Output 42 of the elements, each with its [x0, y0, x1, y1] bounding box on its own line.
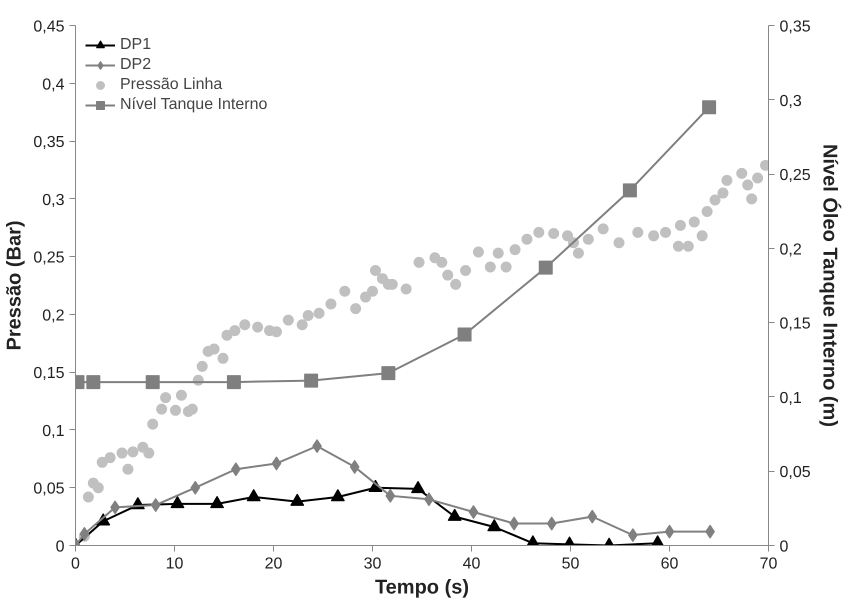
y2-axis-title: Nível Óleo Tanque Interno (m) — [818, 144, 842, 428]
y-tick-label: 0,4 — [42, 76, 65, 94]
y-tick-label: 0,25 — [33, 250, 65, 267]
x-axis-title: Tempo (s) — [374, 576, 470, 598]
y2-tick-label: 0,25 — [780, 167, 811, 184]
y2-tick-label: 0,35 — [780, 18, 811, 36]
y-tick-label: 0 — [56, 538, 65, 556]
y2-tick-label: 0,05 — [780, 464, 811, 482]
x-tick-label: 30 — [364, 556, 382, 572]
y2-tick-label: 0,1 — [780, 390, 802, 407]
point — [304, 374, 318, 388]
x-tick-label: 70 — [760, 556, 778, 572]
point — [381, 366, 396, 380]
x-tick-label: 50 — [562, 556, 580, 572]
y-tick-label: 0,3 — [42, 192, 65, 209]
y-tick-label: 0,1 — [42, 422, 65, 440]
point — [226, 375, 241, 390]
legend-label: DP1 — [120, 36, 152, 54]
x-tick-label: 40 — [462, 556, 480, 572]
point — [458, 328, 472, 342]
y2-tick-label: 0,3 — [780, 92, 802, 110]
y-tick-label: 0,35 — [33, 134, 65, 152]
point — [86, 375, 100, 390]
point — [538, 260, 553, 275]
y-tick-label: 0,45 — [33, 18, 65, 36]
y2-tick-label: 0 — [780, 538, 788, 556]
y2-tick-label: 0,15 — [780, 316, 811, 333]
y2-tick-label: 0,2 — [780, 241, 802, 258]
x-tick-label: 20 — [264, 556, 282, 572]
x-tick-label: 0 — [71, 556, 80, 572]
y-tick-label: 0,15 — [33, 365, 65, 382]
legend-label: Nível Tanque Interno — [120, 96, 268, 114]
point — [146, 375, 160, 390]
y-tick-label: 0,2 — [42, 307, 65, 324]
y-tick-label: 0,05 — [33, 480, 65, 498]
x-tick-label: 60 — [660, 556, 678, 572]
legend-label: DP2 — [120, 56, 152, 74]
y-axis-title: Pressão (Bar) — [3, 220, 26, 351]
point — [702, 100, 716, 114]
x-tick-label: 10 — [166, 556, 184, 572]
legend-label: Pressão Linha — [120, 76, 222, 94]
point — [622, 183, 637, 198]
